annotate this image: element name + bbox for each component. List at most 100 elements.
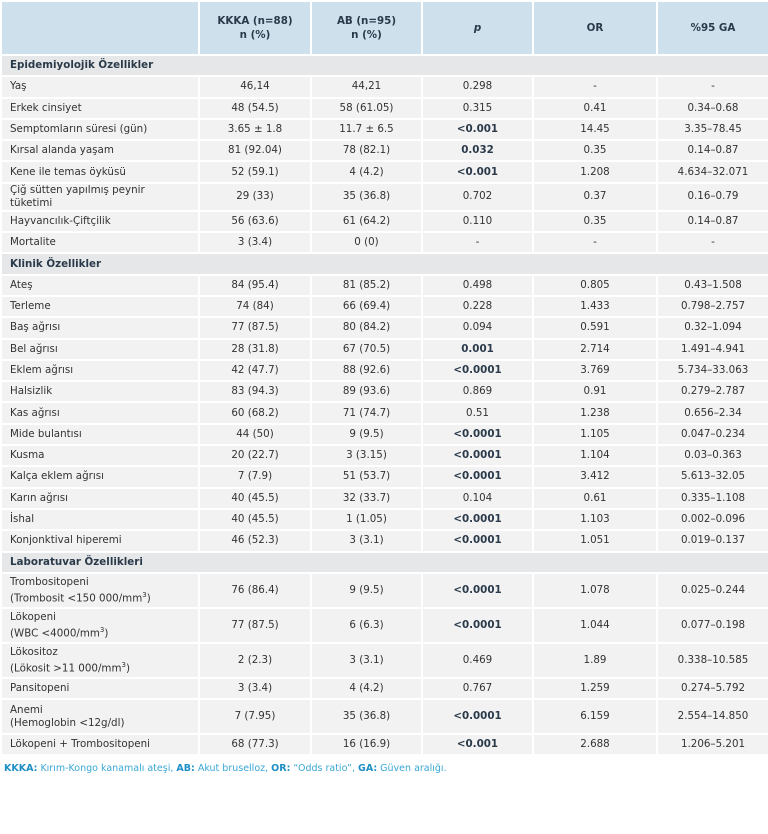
table-row: Kusma 20 (22.7) 3 (3.15) <0.0001 1.104 0.03–0… <box>0 444 768 468</box>
kkka-value: 3 (3.4) <box>198 231 312 255</box>
or-value: 1.078 <box>532 571 658 609</box>
row-label: Hayvancılık-Çiftçilik <box>0 209 200 234</box>
ab-value: 4 (4.2) <box>310 676 423 701</box>
ab-value: 35 (36.8) <box>310 698 423 736</box>
or-value: 1.433 <box>532 294 658 319</box>
p-value: - <box>421 231 534 255</box>
p-value: <0.0001 <box>421 529 534 553</box>
row-label: Trombositopeni (Trombosit <150 000/mm3) <box>0 571 200 609</box>
or-value: 1.104 <box>532 444 658 468</box>
or-value: 0.61 <box>532 486 658 510</box>
or-value: 0.805 <box>532 273 658 297</box>
table-row: Semptomların süresi (gün) 3.65 ± 1.8 11.7 … <box>0 117 768 142</box>
section-title: Laboratuvar Özellikleri <box>0 550 768 574</box>
header-p: p <box>421 0 534 56</box>
or-value: 2.688 <box>532 733 658 757</box>
ab-value: 32 (33.7) <box>310 486 423 510</box>
table-row: Karın ağrısı 40 (45.5) 32 (33.7) 0.104 0.61 0… <box>0 486 768 510</box>
kkka-value: 29 (33) <box>198 181 312 212</box>
table-row: Ateş 84 (95.4) 81 (85.2) 0.498 0.805 0.43–1.5… <box>0 273 768 297</box>
or-value: 0.35 <box>532 139 658 163</box>
p-value: 0.001 <box>421 337 534 361</box>
kkka-value: 7 (7.9) <box>198 465 312 489</box>
ab-value: 6 (6.3) <box>310 606 423 644</box>
kkka-value: 84 (95.4) <box>198 273 312 297</box>
ci-value: 0.16–0.79 <box>656 181 768 212</box>
p-value: <0.0001 <box>421 571 534 609</box>
table-row: Lökopeni (WBC <4000/mm3) 77 (87.5) 6 (6.3) <… <box>0 606 768 644</box>
kkka-value: 74 (84) <box>198 294 312 319</box>
section-row: Klinik Özellikler <box>0 252 768 276</box>
ci-value: 0.025–0.244 <box>656 571 768 609</box>
ab-value: 80 (84.2) <box>310 316 423 340</box>
ci-value: 1.491–4.941 <box>656 337 768 361</box>
ab-value: 9 (9.5) <box>310 422 423 447</box>
or-value: 0.41 <box>532 96 658 120</box>
header-kkka: KKKA (n=88) n (%) <box>198 0 312 56</box>
or-value: 1.105 <box>532 422 658 447</box>
kkka-value: 28 (31.8) <box>198 337 312 361</box>
ci-value: 0.019–0.137 <box>656 529 768 553</box>
ci-value: 0.338–10.585 <box>656 641 768 679</box>
ab-value: 44,21 <box>310 75 423 99</box>
p-value: 0.032 <box>421 139 534 163</box>
table-row: Anemi (Hemoglobin <12g/dl) 7 (7.95) 35 (36.… <box>0 698 768 736</box>
kkka-value: 2 (2.3) <box>198 641 312 679</box>
kkka-value: 52 (59.1) <box>198 160 312 184</box>
kkka-value: 83 (94.3) <box>198 380 312 404</box>
table-row: Lökopeni + Trombositopeni 68 (77.3) 16 (16… <box>0 733 768 757</box>
or-value: 0.35 <box>532 209 658 234</box>
ci-value: 5.734–33.063 <box>656 358 768 383</box>
row-label: Kusma <box>0 444 200 468</box>
or-value: - <box>532 75 658 99</box>
ci-value: 0.335–1.108 <box>656 486 768 510</box>
p-value: 0.469 <box>421 641 534 679</box>
row-label: Semptomların süresi (gün) <box>0 117 200 142</box>
or-value: 3.769 <box>532 358 658 383</box>
p-value: <0.001 <box>421 733 534 757</box>
section-title: Klinik Özellikler <box>0 252 768 276</box>
row-label: Lökositoz (Lökosit >11 000/mm3) <box>0 641 200 679</box>
ab-value: 88 (92.6) <box>310 358 423 383</box>
table-row: Kalça eklem ağrısı 7 (7.9) 51 (53.7) <0.000… <box>0 465 768 489</box>
p-value: 0.869 <box>421 380 534 404</box>
ab-value: 89 (93.6) <box>310 380 423 404</box>
ab-value: 51 (53.7) <box>310 465 423 489</box>
p-value: <0.0001 <box>421 465 534 489</box>
footnote-abbr: GA: <box>358 763 378 775</box>
footnote-abbr: KKKA: <box>4 763 38 775</box>
row-label: Çiğ sütten yapılmış peynir tüketimi <box>0 181 200 212</box>
or-value: 2.714 <box>532 337 658 361</box>
header-or: OR <box>532 0 658 56</box>
row-label: Halsizlik <box>0 380 200 404</box>
ci-value: 0.077–0.198 <box>656 606 768 644</box>
ci-value: 0.274–5.792 <box>656 676 768 701</box>
ab-value: 67 (70.5) <box>310 337 423 361</box>
kkka-value: 77 (87.5) <box>198 316 312 340</box>
row-label: Lökopeni (WBC <4000/mm3) <box>0 606 200 644</box>
row-label: Ateş <box>0 273 200 297</box>
kkka-value: 40 (45.5) <box>198 486 312 510</box>
ab-value: 61 (64.2) <box>310 209 423 234</box>
row-label: İshal <box>0 507 200 532</box>
p-value: <0.0001 <box>421 698 534 736</box>
kkka-value: 3 (3.4) <box>198 676 312 701</box>
p-value: 0.498 <box>421 273 534 297</box>
p-value: <0.0001 <box>421 444 534 468</box>
section-title: Epidemiyolojik Özellikler <box>0 53 768 78</box>
or-value: 1.89 <box>532 641 658 679</box>
ab-value: 1 (1.05) <box>310 507 423 532</box>
ab-value: 78 (82.1) <box>310 139 423 163</box>
header-ci: %95 GA <box>656 0 768 56</box>
ab-value: 3 (3.1) <box>310 529 423 553</box>
ab-value: 58 (61.05) <box>310 96 423 120</box>
table-row: Yaş 46,14 44,21 0.298- - <box>0 75 768 99</box>
ci-value: 0.14–0.87 <box>656 209 768 234</box>
comparison-table: KKKA (n=88) n (%) AB (n=95) n (%) p OR %95 GA … <box>0 0 768 757</box>
ab-value: 16 (16.9) <box>310 733 423 757</box>
or-value: - <box>532 231 658 255</box>
ab-value: 81 (85.2) <box>310 273 423 297</box>
ci-value: 5.613–32.05 <box>656 465 768 489</box>
section-row: Epidemiyolojik Özellikler <box>0 53 768 78</box>
footnote-text: Kırım-Kongo kanamalı ateşi, <box>37 763 177 775</box>
